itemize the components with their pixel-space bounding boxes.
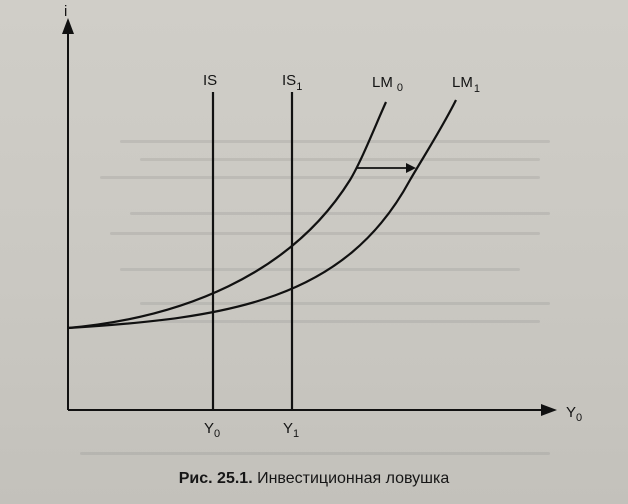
bleed-through — [100, 176, 540, 179]
y-axis-label: i — [64, 3, 67, 20]
caption-number: Рис. 25.1. — [178, 470, 253, 487]
bleed-through — [120, 140, 550, 143]
lm0-label: LM 0 — [372, 74, 403, 94]
x-axis-arrowhead — [541, 404, 557, 416]
y0-tick-label: Y0 — [204, 420, 220, 440]
lm1-label: LM1 — [452, 74, 480, 95]
y-axis-arrowhead — [62, 18, 74, 34]
is1-label: IS1 — [282, 72, 302, 93]
caption-text: Инвестиционная ловушка — [257, 470, 450, 487]
bleed-through — [120, 268, 520, 271]
figure-caption: Рис. 25.1. Инвестиционная ловушка — [0, 470, 628, 488]
bleed-through — [140, 302, 550, 305]
y1-tick-label: Y1 — [283, 420, 299, 440]
bleed-through — [130, 212, 550, 215]
bleed-through — [110, 232, 540, 235]
lm0-curve — [67, 101, 388, 330]
bleed-through — [160, 320, 540, 323]
bleed-through — [80, 452, 550, 455]
is0-label: IS — [203, 72, 217, 89]
x-axis-label: Y0 — [566, 404, 582, 424]
bleed-through — [140, 158, 540, 161]
lm1-curve — [67, 99, 457, 330]
